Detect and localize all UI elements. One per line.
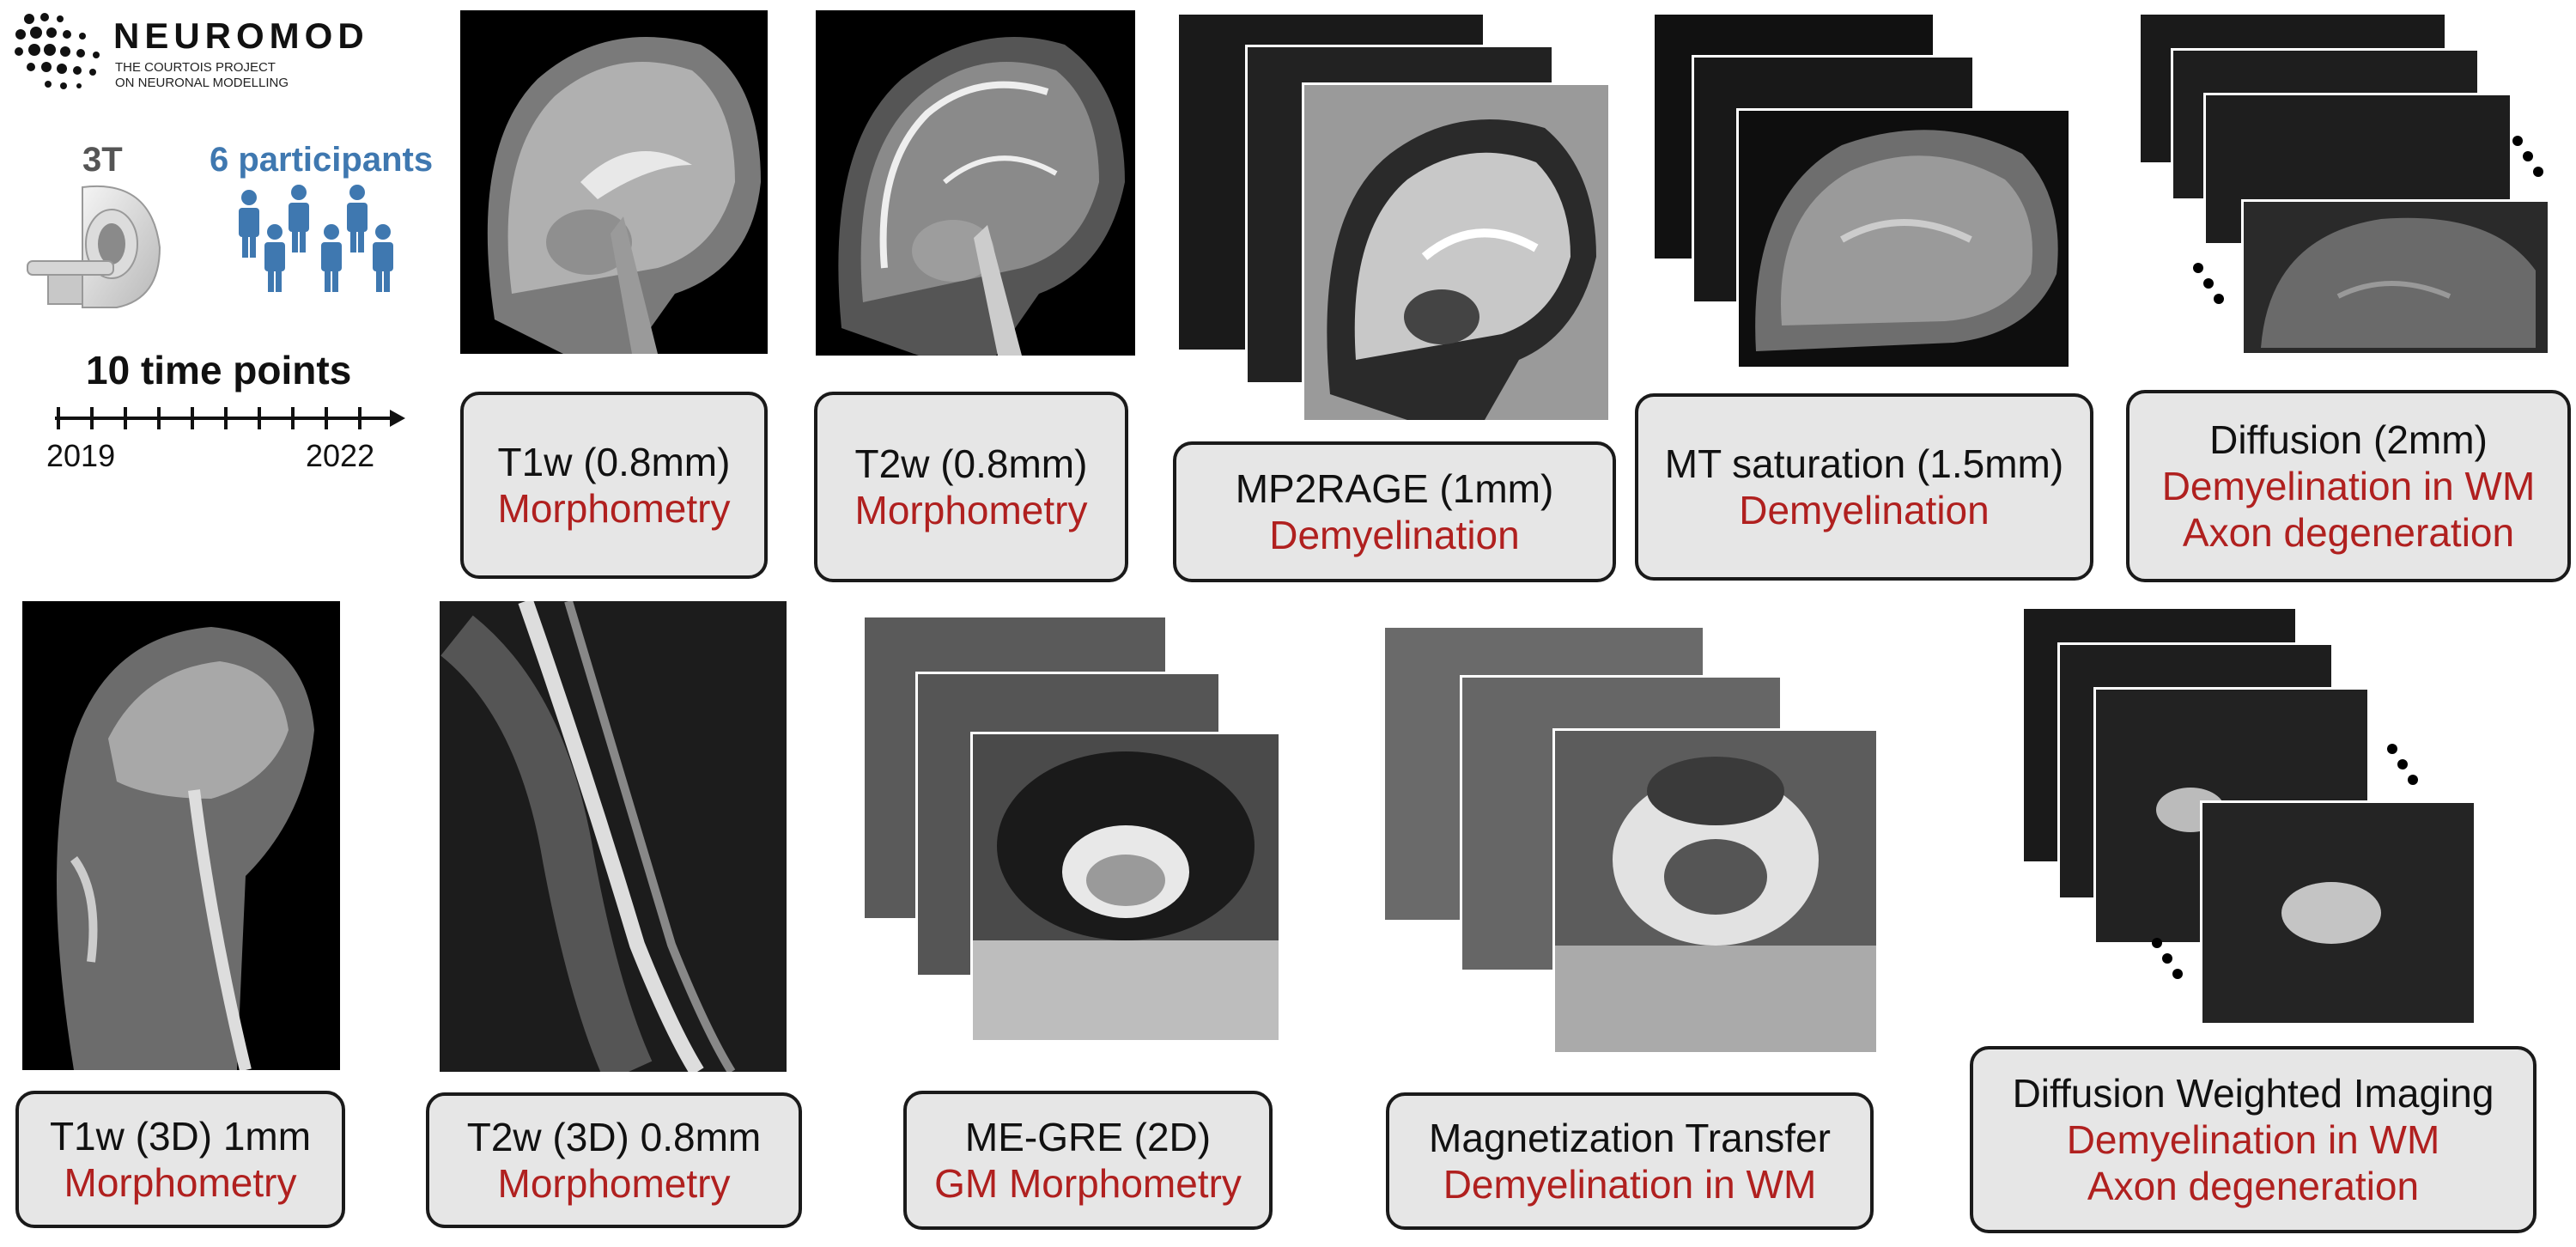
timeline-start-label: 2019 bbox=[46, 438, 116, 473]
card-mp2rage: MP2RAGE (1mm) Demyelination bbox=[1173, 441, 1616, 582]
card-title: Magnetization Transfer bbox=[1429, 1115, 1831, 1160]
card-application: Morphometry bbox=[497, 486, 731, 531]
logo-name: NEUROMOD bbox=[113, 15, 369, 56]
card-application: Demyelination in WM bbox=[1443, 1162, 1817, 1207]
dwi-frame-4 bbox=[2200, 800, 2476, 1025]
mri-scanner-icon bbox=[27, 185, 161, 308]
t2w-brain-image bbox=[816, 10, 1135, 356]
card-title: MP2RAGE (1mm) bbox=[1235, 465, 1554, 511]
card-mtsat: MT saturation (1.5mm) Demyelination bbox=[1635, 393, 2093, 581]
mp2rage-frame-3 bbox=[1302, 82, 1611, 423]
card-application-1: Demyelination in WM bbox=[2161, 463, 2536, 508]
card-application: Morphometry bbox=[497, 1161, 731, 1206]
card-application-2: Axon degeneration bbox=[2087, 1164, 2420, 1209]
card-application-2: Axon degeneration bbox=[2182, 510, 2515, 556]
card-title: T1w (3D) 1mm bbox=[49, 1113, 312, 1159]
megre-frame-3 bbox=[970, 732, 1281, 1043]
card-title: T1w (0.8mm) bbox=[497, 439, 731, 484]
card-application-1: Demyelination in WM bbox=[2066, 1116, 2440, 1162]
t1w-brain-image bbox=[460, 10, 768, 354]
card-title: T2w (3D) 0.8mm bbox=[466, 1114, 762, 1159]
diffusion-brain-frame-4 bbox=[2241, 199, 2550, 356]
card-application: Morphometry bbox=[64, 1160, 297, 1205]
logo-subtitle: THE COURTOIS PROJECT ON NEURONAL MODELLI… bbox=[115, 60, 289, 91]
card-title: Diffusion (2mm) bbox=[2209, 417, 2488, 462]
card-application: GM Morphometry bbox=[934, 1161, 1242, 1206]
card-title: T2w (0.8mm) bbox=[854, 441, 1088, 486]
card-mt-spine: Magnetization Transfer Demyelination in … bbox=[1386, 1092, 1874, 1230]
card-t1w-spine: T1w (3D) 1mm Morphometry bbox=[15, 1091, 345, 1228]
logo-subtitle-line1: THE COURTOIS PROJECT bbox=[115, 60, 276, 75]
card-t2w-brain: T2w (0.8mm) Morphometry bbox=[814, 392, 1128, 582]
timeline-axis bbox=[55, 407, 405, 429]
card-title: Diffusion Weighted Imaging bbox=[2012, 1070, 2494, 1116]
card-title: MT saturation (1.5mm) bbox=[1664, 441, 2064, 486]
card-diffusion-brain: Diffusion (2mm) Demyelination in WM Axon… bbox=[2126, 390, 2571, 582]
participants-label: 6 participants bbox=[210, 141, 434, 179]
card-megre: ME-GRE (2D) GM Morphometry bbox=[903, 1091, 1273, 1230]
people-icon bbox=[239, 185, 393, 292]
card-dwi-spine: Diffusion Weighted Imaging Demyelination… bbox=[1970, 1046, 2537, 1233]
t2w-spine-image bbox=[440, 601, 787, 1072]
card-t2w-spine: T2w (3D) 0.8mm Morphometry bbox=[426, 1092, 802, 1228]
neuromod-logo: NEUROMOD THE COURTOIS PROJECT ON NEURONA… bbox=[12, 10, 441, 96]
card-application: Demyelination bbox=[1739, 488, 1990, 532]
t1w-spine-image bbox=[22, 601, 340, 1070]
logo-subtitle-line2: ON NEURONAL MODELLING bbox=[115, 76, 289, 90]
mtsat-frame-3 bbox=[1736, 108, 2071, 369]
timeline-end-label: 2022 bbox=[306, 438, 375, 473]
card-application: Demyelination bbox=[1269, 513, 1520, 557]
card-title: ME-GRE (2D) bbox=[964, 1114, 1212, 1159]
mt-frame-3 bbox=[1552, 728, 1879, 1055]
timeline-title: 10 time points bbox=[86, 348, 352, 392]
card-application: Morphometry bbox=[854, 488, 1088, 532]
scanner-label: 3T bbox=[82, 141, 123, 179]
logo-dots-icon bbox=[15, 13, 100, 89]
card-t1w-brain: T1w (0.8mm) Morphometry bbox=[460, 392, 768, 579]
